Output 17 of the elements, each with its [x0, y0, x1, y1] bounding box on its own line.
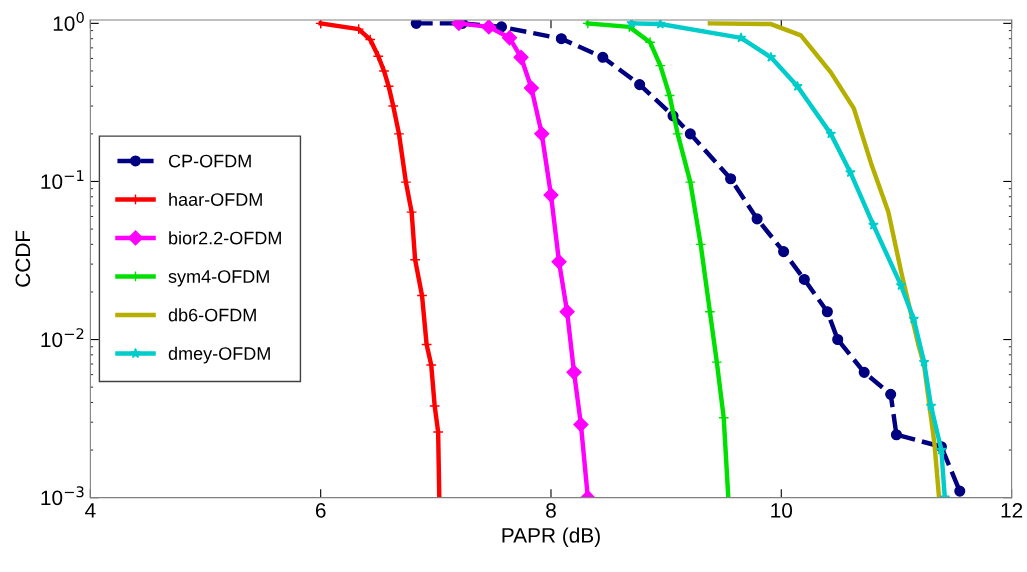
y-tick-label: 10$^{0}$: [53, 11, 84, 31]
legend-label: haar-OFDM: [169, 192, 262, 206]
x-tick-label: 4: [85, 503, 96, 518]
legend-label: bior2.2-OFDM: [169, 231, 281, 245]
y-axis-title: CCDF: [15, 230, 31, 287]
x-tick-label: 6: [315, 503, 326, 518]
x-tick-label: 12: [1001, 503, 1023, 518]
y-tick-label: 10$^{−2}$: [41, 328, 84, 348]
legend-label: sym4-OFDM: [168, 270, 269, 287]
y-tick-label: 10$^{−3}$: [41, 486, 84, 506]
legend-label: db6-OFDM: [168, 308, 256, 322]
legend-label: CP-OFDM: [168, 154, 251, 168]
x-tick-label: 8: [546, 503, 556, 518]
x-tick-label: 10: [771, 503, 793, 518]
legend-label: dmey-OFDM: [168, 346, 270, 364]
x-axis-title: PAPR (dB): [502, 527, 600, 547]
y-tick-label: 10$^{−1}$: [41, 170, 84, 190]
